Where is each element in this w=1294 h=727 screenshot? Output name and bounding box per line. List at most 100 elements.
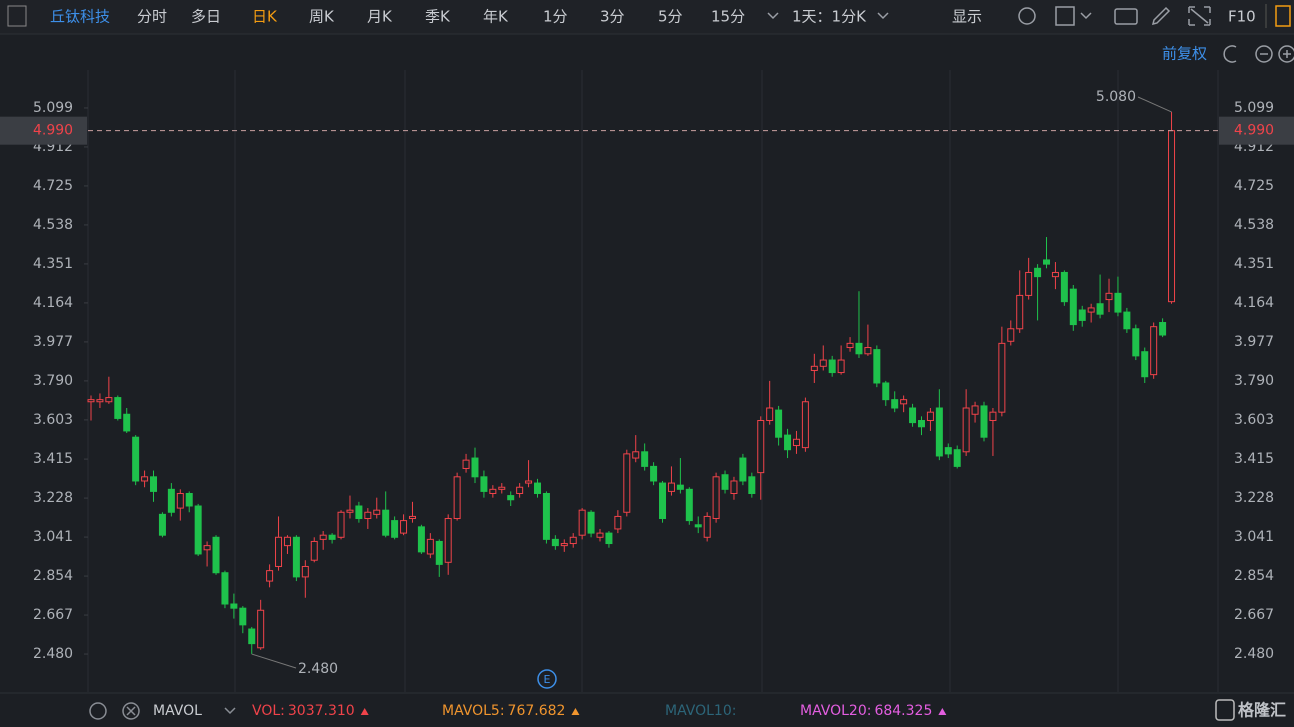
- square-arrow[interactable]: [1080, 12, 1092, 20]
- candle-body: [1132, 328, 1140, 357]
- period-tab[interactable]: 15分: [711, 8, 745, 26]
- candle-body: [998, 342, 1006, 413]
- reset-icon[interactable]: [1223, 45, 1237, 63]
- period-tab[interactable]: 日K: [252, 8, 278, 26]
- candle-body: [283, 536, 291, 547]
- close-cross: [126, 706, 136, 716]
- candle-body: [185, 492, 193, 507]
- stock-name[interactable]: 丘钛科技: [50, 8, 110, 26]
- candle-body: [1114, 292, 1122, 313]
- period-tab[interactable]: 年K: [483, 8, 509, 26]
- candle-body: [1087, 307, 1095, 313]
- y-tick-label-left: 2.854: [33, 568, 73, 584]
- period-tab[interactable]: 季K: [425, 8, 451, 26]
- candle-body: [569, 536, 577, 545]
- settings-icon[interactable]: [1018, 7, 1036, 25]
- square-icon[interactable]: [1055, 6, 1075, 26]
- candle-body: [417, 526, 425, 553]
- more-periods-arrow[interactable]: [767, 12, 779, 20]
- candle-body: [435, 540, 443, 565]
- candle-body: [676, 484, 684, 490]
- candle-body: [944, 447, 952, 455]
- candle-body: [266, 570, 274, 582]
- current-price-label: 4.990: [33, 123, 73, 139]
- candle-body: [373, 509, 381, 515]
- candle-body: [819, 359, 827, 367]
- watermark: 格隆汇: [1238, 701, 1286, 720]
- display-menu[interactable]: 显示: [952, 8, 982, 26]
- candle-body: [1141, 351, 1149, 378]
- candle-body: [310, 540, 318, 561]
- candle-body: [400, 520, 408, 534]
- candle-body: [917, 420, 925, 428]
- candle-body: [837, 359, 845, 374]
- period-tab[interactable]: 多日: [191, 8, 221, 26]
- zoom-out-icon[interactable]: [1255, 45, 1273, 63]
- indicator-value: 684.325: [874, 703, 932, 719]
- fullscreen-icon[interactable]: [1188, 6, 1211, 26]
- candle-body: [739, 457, 747, 482]
- up-arrow: [571, 708, 580, 715]
- candle-body: [909, 407, 917, 424]
- indicator-close-icon[interactable]: [122, 702, 140, 720]
- extra-icon[interactable]: [1275, 5, 1291, 27]
- candle-body: [614, 515, 622, 530]
- interval-arrow[interactable]: [877, 12, 889, 20]
- candle-body: [882, 382, 890, 401]
- camera-icon[interactable]: [1114, 8, 1138, 25]
- candle-body: [846, 342, 854, 349]
- candle-body: [1159, 322, 1167, 336]
- y-tick-label-right: 3.790: [1234, 373, 1274, 389]
- candle-body: [551, 538, 559, 547]
- indicator-settings-icon[interactable]: [89, 702, 107, 720]
- candles: [87, 111, 1176, 655]
- candle-body: [203, 545, 211, 551]
- candle-body: [1060, 271, 1068, 303]
- candle-body: [1069, 288, 1077, 326]
- up-arrow: [360, 708, 369, 715]
- y-tick-label-right: 3.603: [1234, 412, 1274, 428]
- candle-body: [1025, 271, 1033, 296]
- candle-body: [900, 399, 908, 405]
- candle-body: [1051, 271, 1059, 278]
- period-tab[interactable]: 1分: [543, 8, 568, 26]
- sidebar-toggle-icon[interactable]: [7, 5, 27, 27]
- y-tick-label-right: 2.667: [1234, 607, 1274, 623]
- adjust-mode[interactable]: 前复权: [1162, 45, 1207, 63]
- candle-body: [346, 509, 354, 513]
- candle-body: [275, 536, 283, 567]
- indicator-dropdown[interactable]: [224, 707, 236, 715]
- period-tab[interactable]: 月K: [367, 8, 393, 26]
- zoom-in-plus: [1283, 50, 1291, 58]
- candle-body: [167, 488, 175, 513]
- candle-body: [194, 505, 202, 555]
- y-tick-label-right: 4.351: [1234, 256, 1274, 272]
- indicator-name[interactable]: MAVOL: [153, 703, 202, 719]
- period-tab[interactable]: 分时: [137, 8, 167, 26]
- candle-body: [1096, 303, 1104, 315]
- candle-body: [659, 482, 667, 520]
- candle-body: [248, 628, 256, 645]
- y-tick-label-right: 4.538: [1234, 217, 1274, 233]
- y-tick-label-left: 2.667: [33, 607, 73, 623]
- period-tab[interactable]: 3分: [600, 8, 625, 26]
- f10-button[interactable]: F10: [1228, 8, 1256, 26]
- candle-body: [301, 565, 309, 578]
- candle-body: [632, 451, 640, 459]
- interval-select[interactable]: 1天：1分K: [792, 8, 867, 26]
- candle-body: [426, 538, 434, 555]
- draw-icon[interactable]: [1151, 6, 1171, 26]
- candle-body: [123, 413, 131, 432]
- candle-body: [462, 459, 470, 469]
- y-tick-label-left: 3.228: [33, 490, 73, 506]
- period-tab[interactable]: 5分: [658, 8, 683, 26]
- candle-body: [525, 480, 533, 484]
- event-icon[interactable]: [537, 669, 557, 689]
- period-tab[interactable]: 周K: [309, 8, 335, 26]
- candle-body: [712, 476, 720, 520]
- candle-body: [391, 520, 399, 538]
- zoom-in-icon[interactable]: [1278, 45, 1294, 63]
- candle-body: [212, 536, 220, 574]
- candle-body: [962, 407, 970, 453]
- candle-body: [605, 532, 613, 545]
